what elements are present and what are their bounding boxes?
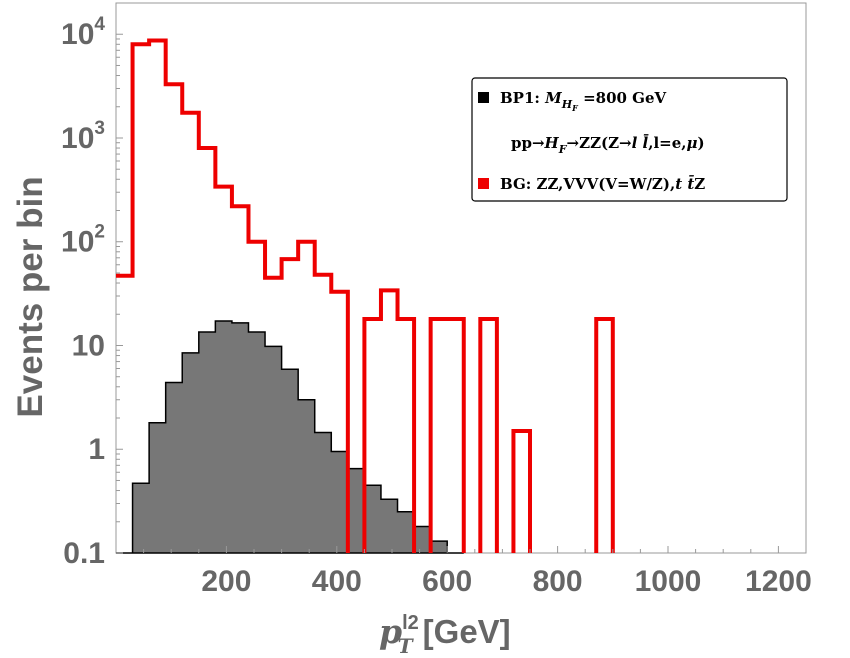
svg-text:pp→HF→ZZ(Z→l l̄,l=e,μ): pp→HF→ZZ(Z→l l̄,l=e,μ) bbox=[511, 133, 705, 156]
legend-entry-process: pp→HF→ZZ(Z→l l̄,l=e,μ) bbox=[511, 133, 705, 156]
legend-entry-bp1: BP1: MHF =800 GeV bbox=[478, 89, 667, 113]
x-tick-label: 200 bbox=[201, 565, 251, 598]
bp1-series bbox=[116, 320, 464, 554]
bg-series bbox=[116, 38, 615, 553]
legend: BP1: MHF =800 GeV pp→HF→ZZ(Z→l l̄,l=e,μ)… bbox=[471, 77, 788, 202]
y-tick-label: 0.1 bbox=[63, 537, 105, 570]
legend-swatch-bg bbox=[478, 178, 489, 189]
y-axis-title: Events per bin bbox=[11, 176, 50, 417]
y-tick-label: 1 bbox=[88, 433, 105, 466]
x-tick-label: 800 bbox=[533, 565, 583, 598]
x-axis-title: pl2 T [GeV] bbox=[379, 612, 511, 658]
bg-histogram-segment bbox=[478, 317, 499, 553]
x-tick-labels: 200 400 600 800 1000 1200 bbox=[201, 565, 811, 598]
y-tick-label: 104 bbox=[61, 14, 105, 51]
x-tick-label: 1200 bbox=[745, 565, 812, 598]
x-tick-label: 400 bbox=[312, 565, 362, 598]
legend-box bbox=[471, 77, 788, 202]
y-tick-label: 10 bbox=[72, 329, 105, 362]
y-tick-labels: 0.1 1 10 102 103 104 bbox=[61, 14, 105, 570]
bg-histogram-segment bbox=[116, 38, 350, 553]
bp1-histogram bbox=[116, 320, 464, 554]
x-tick-label: 600 bbox=[422, 565, 472, 598]
legend-entry-bg: BG: ZZ,VVV(V=W/Z),t t̄Z bbox=[478, 174, 705, 193]
svg-text:BP1: MHF =800 GeV: BP1: MHF =800 GeV bbox=[500, 89, 667, 113]
bg-histogram-segment bbox=[511, 428, 532, 553]
x-tick-label: 1000 bbox=[635, 565, 702, 598]
bg-histogram-segment bbox=[594, 317, 615, 553]
y-tick-label: 103 bbox=[61, 118, 105, 155]
bg-histogram-segment bbox=[428, 317, 466, 553]
svg-text:BG: ZZ,VVV(V=W/Z),t t̄Z: BG: ZZ,VVV(V=W/Z),t t̄Z bbox=[500, 174, 705, 193]
axis-ticks bbox=[116, 2, 807, 554]
legend-swatch-bp1 bbox=[478, 92, 489, 103]
y-tick-label: 102 bbox=[61, 222, 105, 259]
bg-histogram-segment bbox=[362, 288, 417, 553]
